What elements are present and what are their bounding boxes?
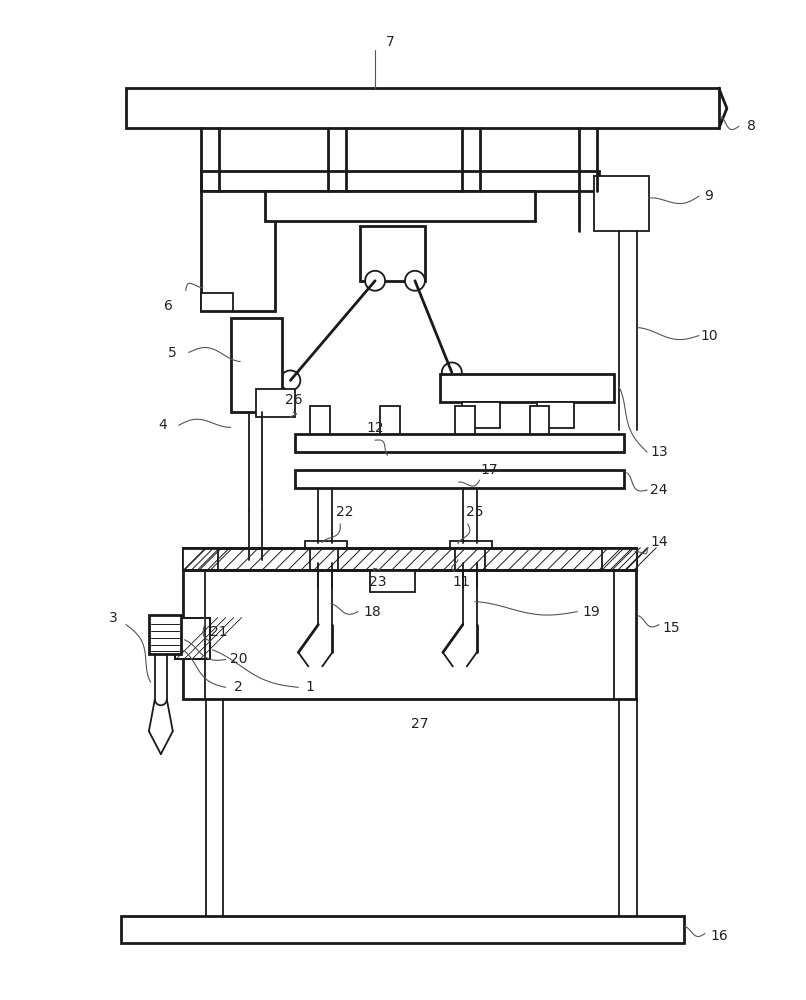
Bar	[295, 434, 624, 452]
Bar	[305, 541, 347, 563]
Text: 21: 21	[210, 625, 227, 639]
Text: 19: 19	[583, 605, 600, 619]
Text: 12: 12	[366, 421, 384, 435]
Bar	[380, 406, 400, 434]
Text: 26: 26	[285, 393, 302, 407]
Bar	[265, 191, 534, 221]
Text: 15: 15	[663, 621, 680, 635]
Bar	[594, 176, 649, 231]
Text: 2: 2	[235, 680, 243, 694]
Bar	[121, 916, 684, 943]
Text: 5: 5	[168, 346, 177, 360]
Bar	[530, 406, 550, 434]
Circle shape	[365, 271, 385, 291]
Text: 4: 4	[159, 418, 167, 432]
Text: 13: 13	[650, 445, 668, 459]
Bar	[175, 618, 210, 659]
Text: 7: 7	[385, 35, 394, 49]
Bar	[440, 374, 614, 402]
Bar	[183, 548, 218, 570]
Text: 18: 18	[364, 605, 381, 619]
Bar	[310, 548, 339, 570]
Bar	[201, 293, 233, 311]
Bar	[231, 318, 282, 412]
Bar	[450, 541, 492, 563]
Text: 27: 27	[411, 717, 429, 731]
Text: 14: 14	[650, 535, 668, 549]
Text: 6: 6	[164, 299, 173, 313]
Text: 23: 23	[369, 575, 387, 589]
Circle shape	[442, 362, 462, 382]
Text: 17: 17	[481, 463, 499, 477]
Text: 3: 3	[109, 611, 118, 625]
Bar	[175, 618, 210, 659]
Text: 24: 24	[650, 483, 668, 497]
Text: 16: 16	[710, 929, 728, 943]
Bar	[149, 615, 181, 654]
Bar	[201, 171, 600, 191]
Bar	[256, 389, 295, 417]
Bar	[183, 548, 636, 570]
Text: 1: 1	[306, 680, 315, 694]
Text: 9: 9	[704, 189, 713, 203]
Bar	[360, 226, 425, 281]
Text: 25: 25	[466, 505, 484, 519]
Bar	[462, 402, 500, 428]
Bar	[455, 548, 484, 570]
Circle shape	[280, 370, 301, 390]
Text: 20: 20	[230, 652, 247, 666]
Bar	[370, 570, 415, 592]
Text: 11: 11	[453, 575, 471, 589]
Bar	[310, 406, 330, 434]
Bar	[201, 191, 276, 311]
Circle shape	[405, 271, 425, 291]
Bar	[455, 406, 475, 434]
Text: 22: 22	[336, 505, 354, 519]
Bar	[295, 470, 624, 488]
Bar	[537, 402, 575, 428]
Bar	[126, 88, 719, 128]
Text: 8: 8	[747, 119, 756, 133]
Bar	[183, 570, 636, 699]
Bar	[602, 548, 638, 570]
Text: 10: 10	[700, 329, 718, 343]
